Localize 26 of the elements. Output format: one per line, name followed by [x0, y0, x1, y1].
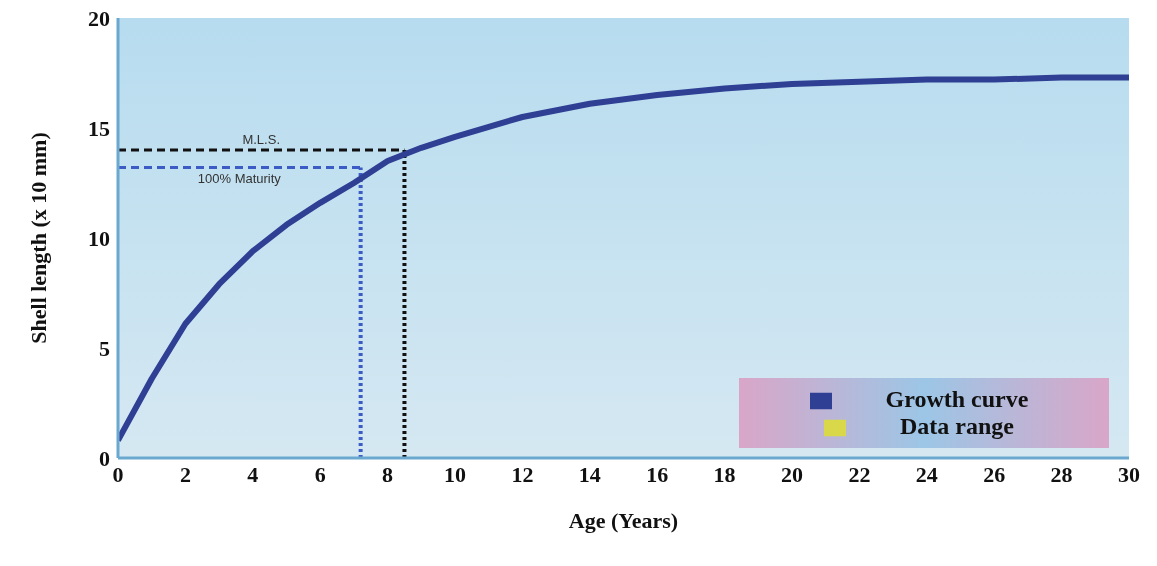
x-tick-label: 10: [444, 461, 466, 487]
legend-label: Data range: [900, 413, 1014, 439]
y-tick-label: 20: [88, 5, 110, 31]
x-tick-label: 2: [179, 461, 191, 487]
y-tick-label: 15: [88, 115, 110, 141]
x-tick-label: 28: [1050, 461, 1073, 487]
y-tick-label: 5: [99, 335, 110, 361]
x-tick-label: 18: [713, 461, 736, 487]
x-tick-label: 20: [781, 461, 803, 487]
y-axis-title: Shell length (x 10 mm): [25, 132, 51, 344]
x-tick-label: 4: [247, 461, 259, 487]
x-tick-label: 24: [915, 461, 938, 487]
x-tick-label: 22: [848, 461, 871, 487]
y-tick-label: 0: [99, 445, 110, 471]
y-tick-label: 10: [88, 225, 110, 251]
x-tick-label: 14: [578, 461, 601, 487]
x-tick-label: 12: [511, 461, 534, 487]
x-tick-label: 8: [382, 461, 394, 487]
ref-line-label: M.L.S.: [242, 132, 281, 147]
ref-line-label: 100% Maturity: [197, 170, 282, 186]
x-axis-title: Age (Years): [568, 508, 679, 533]
legend-label: Growth curve: [885, 386, 1029, 412]
x-tick-label: 26: [983, 461, 1006, 487]
x-tick-label: 30: [1118, 461, 1140, 487]
x-tick-label: 6: [314, 461, 326, 487]
x-tick-label: 16: [646, 461, 669, 487]
